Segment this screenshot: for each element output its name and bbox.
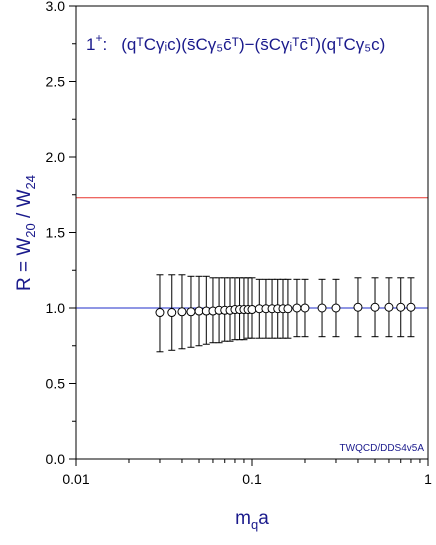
- x-tick-label-0: 0.01: [62, 471, 89, 487]
- data-points: [155, 274, 416, 353]
- y-tick-label-3: 1.5: [46, 225, 66, 241]
- y-axis-title-s2: 24: [23, 175, 38, 189]
- data-point-22: [300, 303, 310, 313]
- x-axis-title-sub: q: [251, 517, 258, 532]
- x-tick-label-1: 0.1: [242, 471, 262, 487]
- plot-frame: [75, 5, 429, 460]
- chart-annotation: 1+: (qᵀCγᵢc)(s̄Cγ₅c̄ᵀ)−(s̄Cγᵢᵀc̄ᵀ)(qᵀCγ₅c…: [86, 31, 385, 54]
- data-point-23: [317, 303, 327, 313]
- y-tick-label-6: 3.0: [46, 0, 66, 14]
- y-axis-title: R = W20 / W24: [14, 175, 38, 291]
- y-axis-title-p1: R = W: [14, 238, 35, 291]
- data-point-26: [370, 302, 380, 312]
- data-point-27: [384, 302, 394, 312]
- data-point-20: [283, 304, 293, 314]
- axis-ticks: 0.0 0.5 1.0 1.5 2.0 2.5 3.0 0.01 0.1 1: [46, 0, 433, 487]
- y-tick-label-0: 0.0: [46, 451, 66, 467]
- y-axis-title-s1: 20: [23, 223, 38, 237]
- y-tick-label-4: 2.0: [46, 149, 66, 165]
- data-point-2: [177, 307, 187, 317]
- y-tick-label-1: 0.5: [46, 376, 66, 392]
- y-tick-label-2: 1.0: [46, 300, 66, 316]
- data-point-24: [331, 303, 341, 313]
- data-point-29: [406, 302, 416, 312]
- chart-credit: TWQCD/DDS4v5A: [340, 443, 425, 454]
- x-axis-title-tail: a: [258, 508, 269, 529]
- y-axis-title-p2: / W: [14, 189, 35, 223]
- data-point-25: [353, 302, 363, 312]
- data-point-28: [396, 302, 406, 312]
- annotation-main: 1: [86, 35, 95, 54]
- x-axis-title-base: m: [235, 508, 251, 529]
- data-point-14: [247, 305, 257, 315]
- y-tick-label-5: 2.5: [46, 74, 66, 90]
- data-point-21: [292, 303, 302, 313]
- annotation-formula: (qᵀCγᵢc)(s̄Cγ₅c̄ᵀ)−(s̄Cγᵢᵀc̄ᵀ)(qᵀCγ₅c): [121, 35, 385, 54]
- data-point-1: [167, 308, 177, 318]
- annotation-sup: +: [95, 31, 102, 45]
- x-axis-title: mqa: [235, 508, 269, 532]
- data-point-0: [155, 308, 165, 318]
- x-tick-label-2: 1: [424, 471, 432, 487]
- data-point-3: [186, 307, 196, 317]
- annotation-colon: :: [102, 35, 107, 54]
